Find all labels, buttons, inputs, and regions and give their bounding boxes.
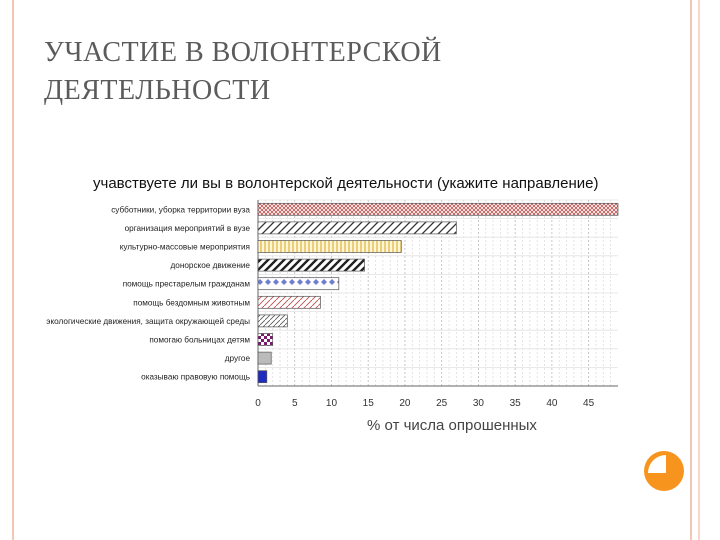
x-axis-label: % от числа опрошенных [367, 417, 537, 434]
category-label: оказываю правовую помощь [141, 373, 250, 382]
x-tick-label: 35 [510, 398, 522, 409]
x-tick-label: 15 [363, 398, 375, 409]
category-label: помощь престарелым гражданам [123, 280, 251, 289]
slide-title-line-2: ДЕЯТЕЛЬНОСТИ [44, 75, 271, 106]
x-tick-label: 20 [399, 398, 411, 409]
category-label: помощь бездомным животным [133, 298, 250, 307]
chart-title: учавствуете ли вы в волонтерской деятель… [93, 175, 598, 192]
x-tick-label: 0 [255, 398, 261, 409]
slide-title-line-1: УЧАСТИЕ В ВОЛОНТЕРСКОЙ [44, 37, 442, 68]
slide-title: УЧАСТИЕ В ВОЛОНТЕРСКОЙ ДЕЯТЕЛЬНОСТИ [44, 34, 644, 110]
bar [257, 277, 340, 291]
category-label: помогаю больницах детям [149, 336, 250, 345]
bar [257, 351, 272, 365]
bar [257, 295, 321, 309]
bar [257, 370, 268, 384]
slide-frame-left [0, 0, 14, 540]
x-tick-label: 10 [326, 398, 338, 409]
category-label: субботники, уборка территории вуза [111, 205, 250, 214]
plot-area: субботники, уборка территории вуза органи… [46, 199, 619, 409]
category-label: организация мероприятий в вузе [125, 224, 251, 233]
bar [257, 314, 288, 328]
x-tick-label: 5 [292, 398, 298, 409]
category-label: культурно-массовые мероприятия [120, 243, 250, 252]
category-label: донорское движение [171, 261, 251, 270]
x-tick-label: 40 [546, 398, 558, 409]
bar [257, 258, 365, 272]
category-label: экологические движения, защита окружающе… [46, 317, 250, 326]
bar [257, 333, 274, 346]
bar [257, 221, 457, 235]
x-tick-label: 30 [473, 398, 485, 409]
corner-decoration-icon [644, 451, 684, 491]
x-tick-label: 45 [583, 398, 595, 409]
slide-frame-inner-line [698, 0, 700, 540]
slide-frame-right [690, 0, 720, 540]
bar [257, 240, 402, 253]
category-label: другое [225, 354, 251, 363]
bar [257, 202, 619, 216]
x-tick-label: 25 [436, 398, 448, 409]
